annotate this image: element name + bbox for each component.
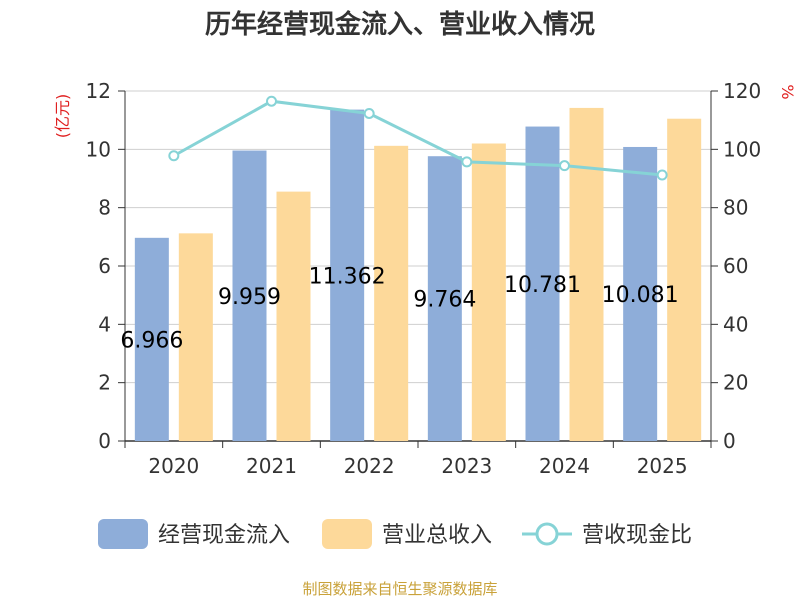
x-tick-label: 2025 bbox=[637, 454, 688, 478]
bar bbox=[178, 233, 213, 441]
legend-label: 营业总收入 bbox=[382, 523, 492, 548]
right-tick-label: 80 bbox=[723, 196, 748, 220]
legend-swatch bbox=[98, 519, 148, 549]
x-tick-label: 2020 bbox=[148, 454, 199, 478]
bar bbox=[525, 126, 560, 441]
chart-title: 历年经营现金流入、营业收入情况 bbox=[204, 10, 595, 40]
bar bbox=[330, 109, 365, 441]
left-tick-label: 6 bbox=[98, 254, 111, 278]
bar bbox=[374, 145, 409, 442]
data-label: 10.781 bbox=[504, 273, 581, 298]
left-tick-label: 12 bbox=[86, 79, 111, 103]
bar bbox=[134, 237, 169, 441]
right-axis-unit: % bbox=[778, 84, 797, 99]
data-label: 9.764 bbox=[413, 288, 476, 313]
line-point bbox=[656, 169, 668, 181]
bar bbox=[667, 118, 702, 441]
line-point bbox=[168, 150, 180, 162]
legend-label: 经营现金流入 bbox=[158, 523, 290, 548]
legend-swatch bbox=[322, 519, 372, 549]
data-label: 9.959 bbox=[218, 285, 281, 310]
left-tick-label: 10 bbox=[86, 137, 111, 161]
data-label: 11.362 bbox=[309, 264, 386, 289]
left-axis-unit: (亿元) bbox=[53, 94, 72, 139]
bar bbox=[471, 143, 506, 441]
x-tick-label: 2024 bbox=[539, 454, 590, 478]
legend-swatch-marker bbox=[535, 522, 559, 546]
left-tick-label: 0 bbox=[98, 429, 111, 453]
right-tick-label: 40 bbox=[723, 312, 748, 336]
right-tick-label: 0 bbox=[723, 429, 736, 453]
right-tick-label: 100 bbox=[723, 137, 761, 161]
line-point bbox=[559, 160, 570, 172]
left-tick-label: 2 bbox=[98, 371, 111, 395]
right-tick-label: 120 bbox=[723, 79, 761, 103]
right-tick-label: 20 bbox=[723, 371, 748, 395]
x-tick-label: 2021 bbox=[246, 454, 297, 478]
left-tick-label: 4 bbox=[98, 312, 111, 336]
right-tick-label: 60 bbox=[723, 254, 748, 278]
bar bbox=[232, 150, 267, 441]
series-line bbox=[173, 99, 663, 177]
line-point bbox=[266, 95, 277, 107]
data-label: 6.966 bbox=[120, 328, 183, 353]
x-tick-label: 2022 bbox=[344, 454, 395, 478]
bar bbox=[276, 191, 311, 441]
left-tick-label: 8 bbox=[98, 196, 111, 220]
line-point bbox=[461, 156, 473, 168]
bar bbox=[623, 146, 658, 442]
source-note: 制图数据来自恒生聚源数据库 bbox=[302, 580, 498, 598]
bar bbox=[569, 107, 604, 442]
x-tick-label: 2023 bbox=[441, 454, 492, 478]
legend-label: 营收现金比 bbox=[582, 523, 692, 548]
bar bbox=[427, 156, 462, 441]
data-label: 10.081 bbox=[602, 283, 679, 308]
line-point bbox=[363, 107, 375, 119]
